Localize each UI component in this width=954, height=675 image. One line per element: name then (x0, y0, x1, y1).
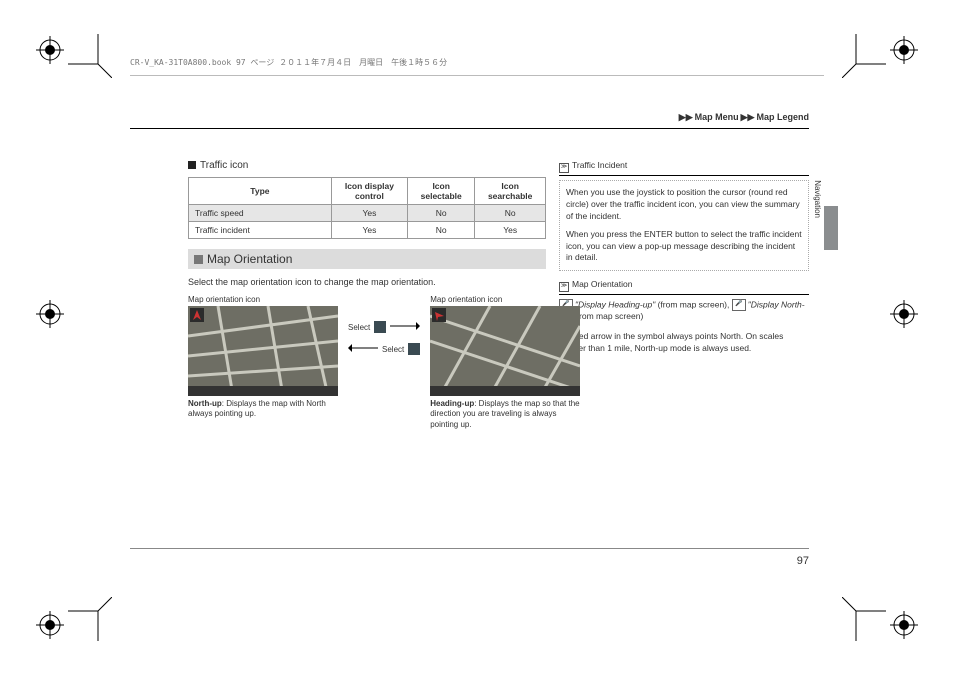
table-row: Traffic incident Yes No Yes (189, 222, 546, 239)
side-body: 🎤 "Display Heading-up" (from map screen),… (559, 299, 809, 355)
side-title: ≫Map Orientation (559, 279, 809, 295)
reg-mark (890, 36, 918, 64)
orientation-lead: Select the map orientation icon to chang… (188, 277, 546, 287)
heading-up-block: Map orientation icon Heading-up: Display… (430, 295, 580, 430)
cell-type: Traffic speed (189, 205, 332, 222)
cell-searchable: Yes (475, 222, 546, 239)
side-box: When you use the joystick to position th… (559, 180, 809, 271)
ref-icon: ≫ (559, 163, 569, 173)
map-label: Map orientation icon (430, 295, 580, 304)
reg-mark (890, 300, 918, 328)
map-row: Map orientation icon North-up: Displays … (188, 295, 546, 430)
cell-display: Yes (331, 205, 407, 222)
breadcrumb: ▶▶Map Menu▶▶Map Legend (679, 112, 809, 123)
heading-up-caption: Heading-up: Displays the map so that the… (430, 399, 580, 430)
page-num-rule (130, 548, 809, 549)
crop-mark (842, 597, 886, 641)
main-column: Traffic icon Type Icon display control I… (188, 160, 546, 430)
cell-selectable: No (408, 205, 475, 222)
select-column: Select Select (348, 321, 420, 355)
th-searchable: Icon searchable (475, 178, 546, 205)
traffic-title: Traffic icon (188, 160, 546, 171)
traffic-title-text: Traffic icon (200, 160, 248, 171)
select-label: Select (348, 323, 370, 332)
breadcrumb-b: Map Legend (756, 112, 809, 122)
side-map-orientation: ≫Map Orientation 🎤 "Display Heading-up" (… (559, 279, 809, 355)
reg-mark (890, 611, 918, 639)
page-number: 97 (797, 555, 809, 567)
cell-display: Yes (331, 222, 407, 239)
voice-suffix: (from map screen) (571, 311, 643, 321)
breadcrumb-a: Map Menu (695, 112, 739, 122)
crop-mark (68, 34, 112, 78)
breadcrumb-rule (130, 128, 809, 129)
side-para: The red arrow in the symbol always point… (559, 331, 809, 355)
select-row: Select (348, 321, 420, 333)
side-title: ≫Traffic Incident (559, 160, 809, 176)
side-title-text: Traffic Incident (572, 160, 627, 170)
side-traffic-incident: ≫Traffic Incident When you use the joyst… (559, 160, 809, 271)
arrow-left-icon (348, 344, 378, 354)
north-up-title: North-up (188, 399, 222, 408)
voice-icon: 🎤 (732, 299, 746, 311)
map-screenshot-north (188, 306, 338, 396)
square-bullet-icon (188, 161, 196, 169)
header-rule (130, 75, 824, 76)
th-display: Icon display control (331, 178, 407, 205)
side-title-text: Map Orientation (572, 279, 632, 289)
crop-mark (68, 597, 112, 641)
crop-mark (842, 34, 886, 78)
square-bullet-icon (194, 255, 203, 264)
th-selectable: Icon selectable (408, 178, 475, 205)
reg-mark (36, 300, 64, 328)
orientation-heading-text: Map Orientation (207, 252, 292, 266)
map-label: Map orientation icon (188, 295, 338, 304)
select-button-icon (374, 321, 386, 333)
map-screenshot-heading (430, 306, 580, 396)
ref-icon: ≫ (559, 282, 569, 292)
side-para: When you use the joystick to position th… (566, 187, 802, 223)
side-para: When you press the ENTER button to selec… (566, 229, 802, 265)
th-type: Type (189, 178, 332, 205)
select-row: Select (348, 343, 420, 355)
breadcrumb-arrow: ▶▶ (741, 112, 755, 123)
reg-mark (36, 36, 64, 64)
side-column: ≫Traffic Incident When you use the joyst… (559, 160, 809, 363)
voice-suffix: (from map screen), (655, 300, 732, 310)
section-tab (824, 206, 838, 250)
north-up-block: Map orientation icon North-up: Displays … (188, 295, 338, 420)
traffic-table: Type Icon display control Icon selectabl… (188, 177, 546, 239)
north-up-caption: North-up: Displays the map with North al… (188, 399, 338, 420)
voice-cmd: "Display Heading-up" (575, 300, 655, 310)
breadcrumb-arrow: ▶▶ (679, 112, 693, 123)
heading-up-title: Heading-up (430, 399, 474, 408)
section-tab-label: Navigation (813, 180, 822, 218)
table-row: Traffic speed Yes No No (189, 205, 546, 222)
select-label: Select (382, 345, 404, 354)
arrow-right-icon (390, 322, 420, 332)
cell-selectable: No (408, 222, 475, 239)
orientation-heading: Map Orientation (188, 249, 546, 269)
reg-mark (36, 611, 64, 639)
book-header: CR-V_KA-31T0A800.book 97 ページ ２０１１年７月４日 月… (130, 57, 447, 68)
select-button-icon (408, 343, 420, 355)
content-area: Traffic icon Type Icon display control I… (188, 160, 809, 585)
page-root: CR-V_KA-31T0A800.book 97 ページ ２０１１年７月４日 月… (0, 0, 954, 675)
cell-type: Traffic incident (189, 222, 332, 239)
cell-searchable: No (475, 205, 546, 222)
